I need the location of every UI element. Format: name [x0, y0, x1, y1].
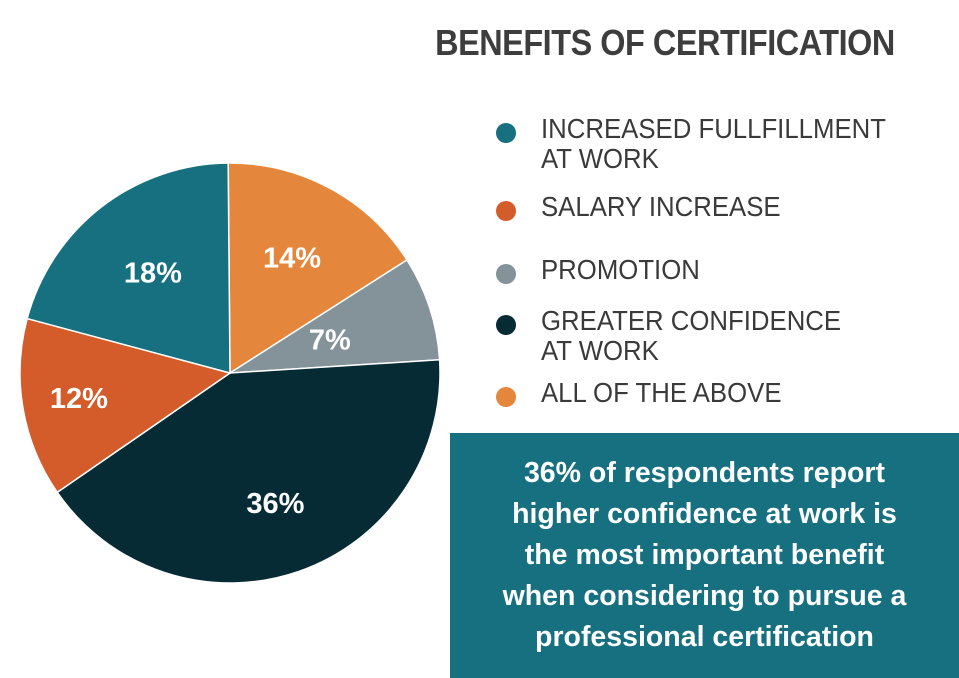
- callout-box: 36% of respondents report higher confide…: [450, 433, 959, 678]
- slice-label: 12%: [50, 383, 108, 415]
- pie-slice-increased-fullfillment-at-work: [26, 162, 231, 374]
- legend-dot-icon: [496, 123, 516, 143]
- legend-dot-icon: [496, 201, 516, 221]
- slice-label: 7%: [309, 324, 351, 356]
- callout-text: 36% of respondents report higher confide…: [502, 457, 907, 653]
- legend-item-all-of-the-above: ALL OF THE ABOVE: [496, 378, 802, 408]
- slice-label: 14%: [263, 243, 321, 275]
- pie-slice-greater-confidence-at-work: [56, 359, 441, 584]
- slice-label: 18%: [124, 257, 182, 289]
- legend-dot-icon: [496, 315, 516, 335]
- chart-title: BENEFITS OF CERTIFICATION: [435, 22, 895, 63]
- legend-item-promotion: PROMOTION: [496, 255, 714, 285]
- pie-slice-all-of-the-above: [227, 162, 409, 375]
- legend-dot-icon: [496, 264, 516, 284]
- legend-item-increased-fulfillment: INCREASED FULLFILLMENT AT WORK: [496, 114, 916, 174]
- pie-slice-salary-increase: [19, 317, 232, 494]
- legend-label: GREATER CONFIDENCE AT WORK: [541, 305, 842, 366]
- slice-label: 36%: [246, 488, 304, 520]
- legend-dot-icon: [496, 387, 516, 407]
- legend-label: ALL OF THE ABOVE: [541, 377, 782, 408]
- legend-label: PROMOTION: [541, 254, 700, 285]
- legend-label: INCREASED FULLFILLMENT AT WORK: [541, 113, 886, 174]
- legend-label: SALARY INCREASE: [541, 191, 781, 222]
- pie-chart: 14% 7% 36% 12% 18%: [19, 162, 441, 584]
- pie-slice-promotion: [227, 258, 441, 374]
- legend-item-salary-increase: SALARY INCREASE: [496, 192, 801, 222]
- legend-item-greater-confidence: GREATER CONFIDENCE AT WORK: [496, 306, 867, 366]
